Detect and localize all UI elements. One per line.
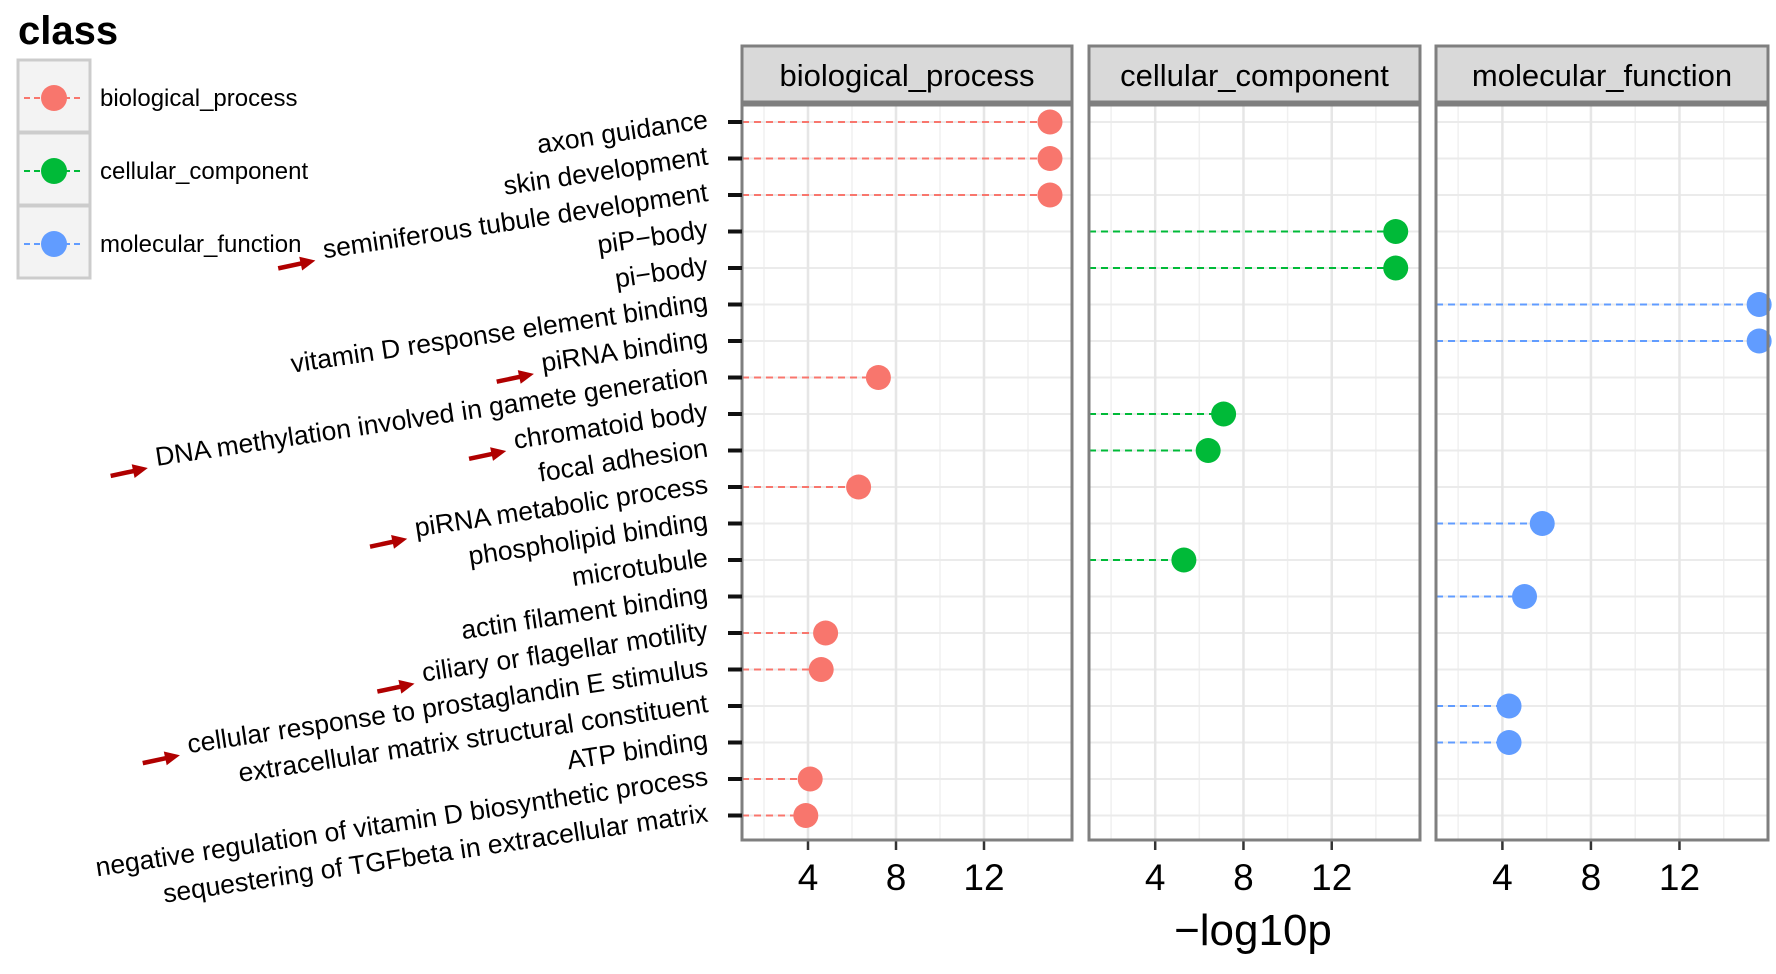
facet-strip	[740, 44, 1074, 104]
highlight-arrow-icon	[376, 679, 415, 694]
legend-key-point	[41, 158, 67, 184]
data-point	[813, 620, 839, 646]
data-point	[1529, 511, 1555, 536]
data-point	[1383, 219, 1409, 244]
facet-strip	[1087, 44, 1422, 104]
panel-border	[740, 103, 1074, 842]
legend-key-point	[41, 231, 67, 257]
data-point	[1037, 182, 1063, 208]
arrow-shaft	[369, 539, 396, 549]
facet-strip	[1434, 44, 1770, 104]
panel-background	[1089, 105, 1420, 840]
facet-strip-label: molecular_function	[1472, 58, 1732, 93]
data-point	[1496, 693, 1522, 719]
data-point	[1496, 730, 1522, 755]
facet-panel-cellular-component: cellular_component 4 8 12	[1087, 44, 1422, 898]
legend-key-point	[41, 85, 67, 111]
data-point	[808, 657, 834, 682]
highlight-arrow-icon	[468, 447, 507, 462]
data-point	[1195, 438, 1221, 463]
legend: class biological_process cellular_componen…	[16, 9, 308, 280]
legend-title: class	[18, 9, 118, 53]
data-point	[1746, 328, 1772, 354]
facet-strip-label: biological_process	[779, 58, 1034, 93]
facet-strip-label: cellular_component	[1120, 58, 1389, 93]
arrow-shaft	[468, 451, 495, 462]
legend-label-cellular-component: cellular_component	[100, 158, 308, 185]
data-point	[846, 474, 872, 500]
arrow-head	[299, 256, 316, 271]
arrow-head	[490, 447, 507, 461]
x-tick-label: 8	[886, 857, 907, 898]
arrow-head	[163, 751, 180, 766]
data-point	[1512, 584, 1538, 609]
panel-background	[742, 105, 1072, 840]
panel-border	[1087, 103, 1422, 842]
highlight-arrow-icon	[142, 751, 180, 766]
facet-panel-molecular-function: molecular_function 4 8 12	[1434, 44, 1772, 898]
arrow-head	[398, 679, 415, 694]
highlight-arrow-icon	[496, 370, 534, 384]
arrow-head	[391, 535, 408, 549]
facet-panel-biological-process: biological_process 4 8 12	[740, 44, 1074, 898]
panel-background	[1436, 105, 1768, 840]
x-tick-label: 4	[798, 857, 819, 898]
highlight-arrow-icon	[369, 535, 408, 549]
data-point	[1037, 109, 1063, 135]
data-point	[865, 365, 891, 390]
highlight-arrow-icon	[277, 256, 316, 271]
x-tick-label: 4	[1145, 857, 1166, 898]
arrow-head	[131, 464, 148, 478]
x-tick-label: 8	[1233, 857, 1254, 898]
arrow-shaft	[277, 260, 305, 271]
data-point	[797, 766, 823, 792]
legend-label-molecular-function: molecular_function	[100, 231, 301, 258]
data-point	[1746, 292, 1772, 317]
arrow-head	[517, 370, 534, 384]
x-tick-label: 12	[963, 857, 1004, 898]
data-point	[1171, 547, 1197, 573]
panel-border	[1434, 103, 1770, 842]
x-tick-label: 12	[1311, 857, 1352, 898]
arrow-shaft	[496, 374, 523, 384]
x-tick-label: 12	[1659, 857, 1700, 898]
x-tick-label: 8	[1581, 857, 1602, 898]
data-point	[1211, 401, 1237, 427]
arrow-shaft	[376, 683, 404, 694]
arrow-shaft	[142, 755, 169, 766]
legend-label-biological-process: biological_process	[100, 85, 297, 112]
highlight-arrow-icon	[110, 464, 148, 479]
x-axis-title: −log10p	[1174, 906, 1332, 955]
data-point	[793, 803, 819, 828]
data-point	[1037, 146, 1063, 171]
arrow-shaft	[110, 468, 137, 479]
data-point	[1383, 255, 1409, 281]
x-tick-label: 4	[1492, 857, 1513, 898]
